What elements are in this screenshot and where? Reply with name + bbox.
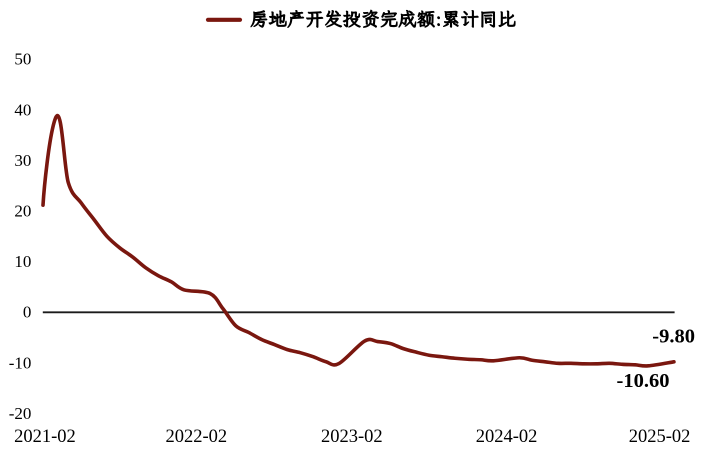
svg-text:20: 20 [14, 202, 31, 221]
svg-text:2021-02: 2021-02 [14, 427, 76, 447]
svg-text:-10: -10 [9, 353, 32, 372]
svg-text:10: 10 [14, 252, 31, 271]
svg-text:2024-02: 2024-02 [476, 427, 538, 447]
svg-text:2023-02: 2023-02 [321, 427, 383, 447]
svg-text:2022-02: 2022-02 [165, 427, 227, 447]
svg-text:2025-02: 2025-02 [629, 427, 691, 447]
svg-text:40: 40 [14, 100, 31, 119]
svg-text:0: 0 [23, 303, 32, 322]
svg-text:-20: -20 [9, 404, 32, 423]
svg-text:50: 50 [14, 50, 31, 69]
svg-text:-10.60: -10.60 [617, 370, 670, 392]
svg-text:30: 30 [14, 151, 31, 170]
svg-text:-9.80: -9.80 [652, 326, 695, 348]
